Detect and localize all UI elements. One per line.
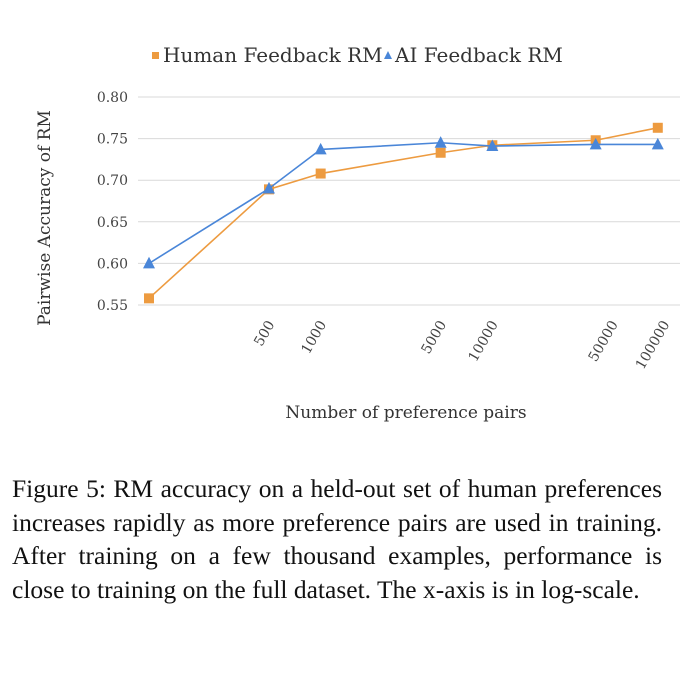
y-axis-title: Pairwise Accuracy of RM (35, 110, 55, 326)
legend-label: Human Feedback RM (163, 43, 383, 67)
legend-label: AI Feedback RM (394, 43, 563, 67)
x-tick-label: 5000 (418, 318, 450, 357)
data-point-square (315, 168, 326, 179)
data-point-triangle (589, 137, 602, 150)
series-line-0 (148, 126, 658, 299)
x-tick-label: 500 (251, 318, 278, 349)
y-tick-label: 0.60 (97, 256, 128, 272)
y-tick-label: 0.65 (97, 215, 128, 231)
x-tick-labels: 500 1000 5000 10000 50000 100000 (251, 318, 673, 372)
figure-caption: Figure 5: RM accuracy on a held-out set … (12, 474, 662, 604)
data-point-triangle (262, 181, 275, 194)
series-line-1 (148, 141, 658, 265)
y-tick-labels: 0.55 0.60 0.65 0.70 0.75 0.80 (97, 90, 128, 314)
data-point-square (435, 147, 446, 158)
x-axis-title: Number of preference pairs (285, 403, 526, 423)
data-point-triangle (486, 139, 499, 152)
y-tick-label: 0.80 (97, 90, 128, 106)
x-tick-label: 100000 (633, 318, 674, 372)
legend-marker-square (152, 52, 159, 59)
legend-marker-triangle (384, 51, 392, 59)
y-gridlines (138, 96, 680, 306)
data-point-square (144, 293, 154, 304)
y-tick-label: 0.55 (97, 298, 128, 314)
x-tick-label: 1000 (298, 318, 330, 357)
chart-legend: Human Feedback RM AI Feedback RM (152, 43, 563, 67)
data-point-square (652, 122, 663, 133)
data-point-triangle (314, 142, 327, 155)
x-tick-label: 50000 (586, 318, 622, 365)
data-point-triangle (651, 137, 664, 150)
data-point-triangle (434, 136, 447, 148)
x-tick-label: 10000 (466, 318, 502, 365)
y-tick-label: 0.75 (97, 132, 128, 148)
series-group (143, 122, 664, 304)
accuracy-line-chart: Human Feedback RM AI Feedback RM 0.55 0.60… (35, 43, 680, 423)
y-tick-label: 0.70 (97, 173, 128, 189)
data-point-triangle (143, 256, 155, 269)
